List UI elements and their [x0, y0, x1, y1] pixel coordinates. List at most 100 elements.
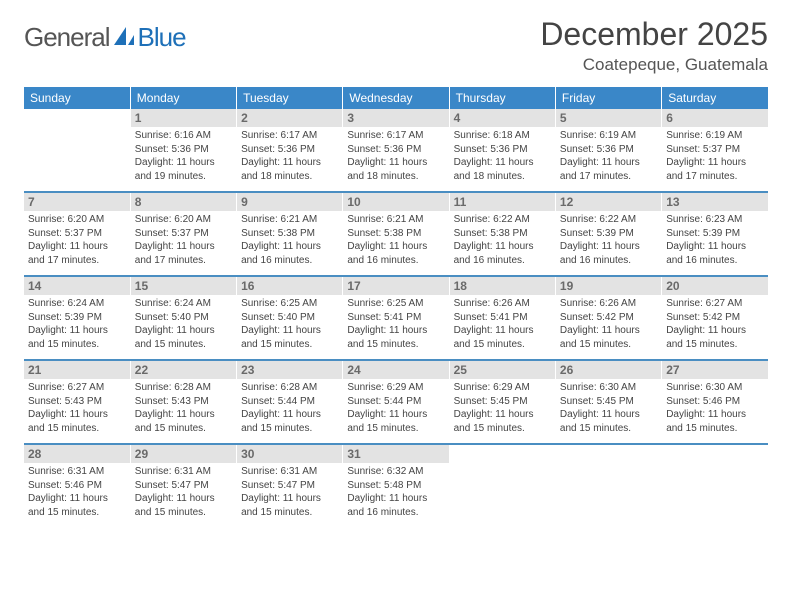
day-number: 17: [343, 277, 448, 295]
brand-sail-icon: [112, 25, 136, 47]
day-number: 26: [556, 361, 661, 379]
col-thursday: Thursday: [449, 87, 555, 109]
calendar-week-row: 1Sunrise: 6:16 AMSunset: 5:36 PMDaylight…: [24, 109, 768, 192]
calendar-week-row: 28Sunrise: 6:31 AMSunset: 5:46 PMDayligh…: [24, 444, 768, 527]
calendar-cell: 16Sunrise: 6:25 AMSunset: 5:40 PMDayligh…: [237, 276, 343, 360]
day-details: Sunrise: 6:26 AMSunset: 5:42 PMDaylight:…: [556, 295, 661, 353]
calendar-cell: [449, 444, 555, 527]
day-number: 23: [237, 361, 342, 379]
day-details: Sunrise: 6:27 AMSunset: 5:42 PMDaylight:…: [662, 295, 768, 353]
day-number: 8: [131, 193, 236, 211]
day-details: Sunrise: 6:29 AMSunset: 5:44 PMDaylight:…: [343, 379, 448, 437]
calendar-page: General Blue December 2025 Coatepeque, G…: [0, 0, 792, 612]
day-details: Sunrise: 6:19 AMSunset: 5:37 PMDaylight:…: [662, 127, 768, 185]
calendar-cell: 7Sunrise: 6:20 AMSunset: 5:37 PMDaylight…: [24, 192, 130, 276]
day-number: 27: [662, 361, 768, 379]
col-sunday: Sunday: [24, 87, 130, 109]
day-number: 2: [237, 109, 342, 127]
day-number: 3: [343, 109, 448, 127]
calendar-cell: 26Sunrise: 6:30 AMSunset: 5:45 PMDayligh…: [555, 360, 661, 444]
calendar-cell: 9Sunrise: 6:21 AMSunset: 5:38 PMDaylight…: [237, 192, 343, 276]
col-friday: Friday: [555, 87, 661, 109]
day-details: Sunrise: 6:27 AMSunset: 5:43 PMDaylight:…: [24, 379, 130, 437]
day-details: Sunrise: 6:19 AMSunset: 5:36 PMDaylight:…: [556, 127, 661, 185]
day-details: Sunrise: 6:31 AMSunset: 5:47 PMDaylight:…: [131, 463, 236, 521]
weekday-header-row: Sunday Monday Tuesday Wednesday Thursday…: [24, 87, 768, 109]
location-subtitle: Coatepeque, Guatemala: [540, 55, 768, 75]
day-number: 1: [131, 109, 236, 127]
calendar-cell: 12Sunrise: 6:22 AMSunset: 5:39 PMDayligh…: [555, 192, 661, 276]
day-number: 22: [131, 361, 236, 379]
calendar-cell: 25Sunrise: 6:29 AMSunset: 5:45 PMDayligh…: [449, 360, 555, 444]
calendar-cell: 14Sunrise: 6:24 AMSunset: 5:39 PMDayligh…: [24, 276, 130, 360]
calendar-cell: 4Sunrise: 6:18 AMSunset: 5:36 PMDaylight…: [449, 109, 555, 192]
day-details: Sunrise: 6:26 AMSunset: 5:41 PMDaylight:…: [450, 295, 555, 353]
calendar-cell: 30Sunrise: 6:31 AMSunset: 5:47 PMDayligh…: [237, 444, 343, 527]
day-details: Sunrise: 6:30 AMSunset: 5:45 PMDaylight:…: [556, 379, 661, 437]
calendar-cell: 15Sunrise: 6:24 AMSunset: 5:40 PMDayligh…: [130, 276, 236, 360]
day-number: 15: [131, 277, 236, 295]
day-details: Sunrise: 6:31 AMSunset: 5:46 PMDaylight:…: [24, 463, 130, 521]
day-number: 20: [662, 277, 768, 295]
day-number: 19: [556, 277, 661, 295]
day-number: 10: [343, 193, 448, 211]
day-details: Sunrise: 6:22 AMSunset: 5:39 PMDaylight:…: [556, 211, 661, 269]
calendar-cell: 6Sunrise: 6:19 AMSunset: 5:37 PMDaylight…: [662, 109, 768, 192]
day-number: 28: [24, 445, 130, 463]
calendar-body: 1Sunrise: 6:16 AMSunset: 5:36 PMDaylight…: [24, 109, 768, 527]
day-number: 14: [24, 277, 130, 295]
day-number: 6: [662, 109, 768, 127]
day-details: Sunrise: 6:24 AMSunset: 5:39 PMDaylight:…: [24, 295, 130, 353]
page-header: General Blue December 2025 Coatepeque, G…: [24, 16, 768, 75]
calendar-table: Sunday Monday Tuesday Wednesday Thursday…: [24, 87, 768, 527]
calendar-cell: [662, 444, 768, 527]
calendar-week-row: 14Sunrise: 6:24 AMSunset: 5:39 PMDayligh…: [24, 276, 768, 360]
day-number: 25: [450, 361, 555, 379]
day-number: 9: [237, 193, 342, 211]
day-details: Sunrise: 6:28 AMSunset: 5:44 PMDaylight:…: [237, 379, 342, 437]
day-number: 7: [24, 193, 130, 211]
day-details: Sunrise: 6:31 AMSunset: 5:47 PMDaylight:…: [237, 463, 342, 521]
brand-text-blue: Blue: [138, 22, 186, 53]
calendar-week-row: 21Sunrise: 6:27 AMSunset: 5:43 PMDayligh…: [24, 360, 768, 444]
calendar-cell: 31Sunrise: 6:32 AMSunset: 5:48 PMDayligh…: [343, 444, 449, 527]
col-wednesday: Wednesday: [343, 87, 449, 109]
day-number: 11: [450, 193, 555, 211]
day-details: Sunrise: 6:29 AMSunset: 5:45 PMDaylight:…: [450, 379, 555, 437]
day-number: 31: [343, 445, 448, 463]
calendar-cell: 11Sunrise: 6:22 AMSunset: 5:38 PMDayligh…: [449, 192, 555, 276]
calendar-cell: 19Sunrise: 6:26 AMSunset: 5:42 PMDayligh…: [555, 276, 661, 360]
day-details: Sunrise: 6:20 AMSunset: 5:37 PMDaylight:…: [24, 211, 130, 269]
day-number: 18: [450, 277, 555, 295]
day-number: 5: [556, 109, 661, 127]
day-details: Sunrise: 6:17 AMSunset: 5:36 PMDaylight:…: [237, 127, 342, 185]
col-monday: Monday: [130, 87, 236, 109]
calendar-cell: 18Sunrise: 6:26 AMSunset: 5:41 PMDayligh…: [449, 276, 555, 360]
day-details: Sunrise: 6:25 AMSunset: 5:41 PMDaylight:…: [343, 295, 448, 353]
brand-text-general: General: [24, 22, 110, 53]
title-block: December 2025 Coatepeque, Guatemala: [540, 16, 768, 75]
day-details: Sunrise: 6:21 AMSunset: 5:38 PMDaylight:…: [237, 211, 342, 269]
day-details: Sunrise: 6:16 AMSunset: 5:36 PMDaylight:…: [131, 127, 236, 185]
calendar-cell: 21Sunrise: 6:27 AMSunset: 5:43 PMDayligh…: [24, 360, 130, 444]
calendar-cell: 24Sunrise: 6:29 AMSunset: 5:44 PMDayligh…: [343, 360, 449, 444]
day-number: 12: [556, 193, 661, 211]
day-details: Sunrise: 6:30 AMSunset: 5:46 PMDaylight:…: [662, 379, 768, 437]
day-details: Sunrise: 6:28 AMSunset: 5:43 PMDaylight:…: [131, 379, 236, 437]
calendar-cell: 2Sunrise: 6:17 AMSunset: 5:36 PMDaylight…: [237, 109, 343, 192]
day-number: 30: [237, 445, 342, 463]
calendar-cell: 8Sunrise: 6:20 AMSunset: 5:37 PMDaylight…: [130, 192, 236, 276]
calendar-cell: 13Sunrise: 6:23 AMSunset: 5:39 PMDayligh…: [662, 192, 768, 276]
day-number: 13: [662, 193, 768, 211]
calendar-cell: 5Sunrise: 6:19 AMSunset: 5:36 PMDaylight…: [555, 109, 661, 192]
day-details: Sunrise: 6:17 AMSunset: 5:36 PMDaylight:…: [343, 127, 448, 185]
day-number: 4: [450, 109, 555, 127]
calendar-cell: 17Sunrise: 6:25 AMSunset: 5:41 PMDayligh…: [343, 276, 449, 360]
calendar-cell: 29Sunrise: 6:31 AMSunset: 5:47 PMDayligh…: [130, 444, 236, 527]
day-number: 24: [343, 361, 448, 379]
brand-logo: General Blue: [24, 22, 186, 53]
day-details: Sunrise: 6:21 AMSunset: 5:38 PMDaylight:…: [343, 211, 448, 269]
day-details: Sunrise: 6:18 AMSunset: 5:36 PMDaylight:…: [450, 127, 555, 185]
day-details: Sunrise: 6:24 AMSunset: 5:40 PMDaylight:…: [131, 295, 236, 353]
day-details: Sunrise: 6:23 AMSunset: 5:39 PMDaylight:…: [662, 211, 768, 269]
